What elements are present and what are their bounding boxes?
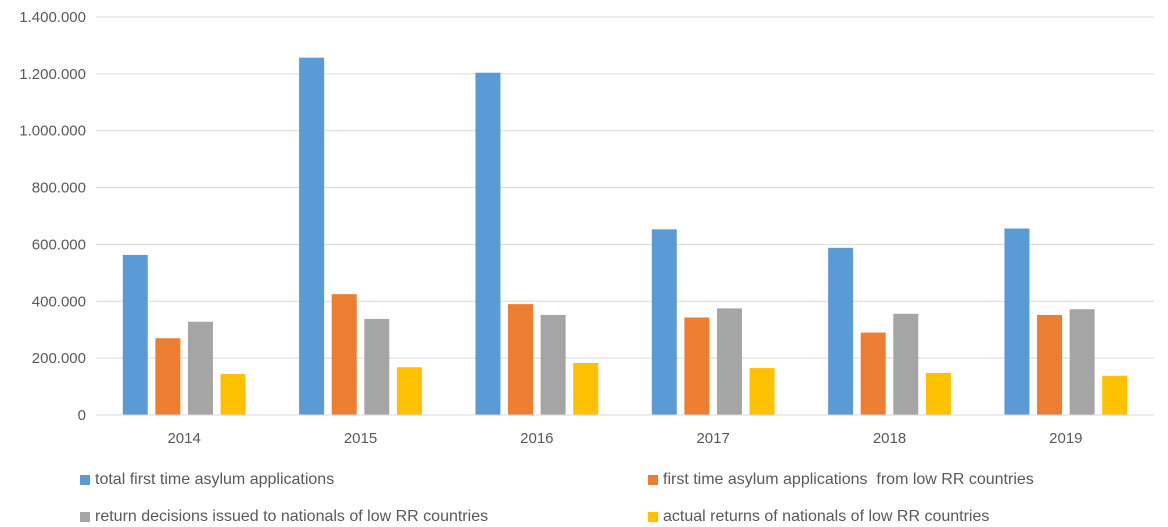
bar-2016-series-1 (475, 72, 501, 415)
bar-2019-series-3 (1069, 309, 1095, 415)
bar-2019-series-4 (1102, 375, 1128, 415)
bar-2019-series-1 (1004, 228, 1030, 415)
bar-2015-series-4 (396, 367, 422, 415)
bar-2015-series-3 (364, 318, 390, 415)
bar-2019-series-2 (1037, 314, 1063, 415)
y-tick-label: 400.000 (32, 293, 86, 310)
y-tick-label: 0 (78, 407, 86, 424)
bar-2018-series-3 (893, 313, 919, 415)
gridlines (96, 16, 1154, 359)
bar-2014-series-2 (155, 338, 181, 415)
y-axis-labels: 0 200.000 400.000 600.000 800.000 1.000.000 1.… (19, 9, 86, 424)
x-tick-label: 2019 (1049, 430, 1082, 447)
y-tick-label: 800.000 (32, 180, 86, 197)
x-axis: 2014 2015 2016 2017 2018 2019 (96, 414, 1154, 447)
bar-2016-series-2 (508, 304, 534, 415)
y-tick-label: 200.000 (32, 350, 86, 367)
y-tick-label: 600.000 (32, 236, 86, 253)
bar-2017-series-2 (684, 317, 710, 415)
bar-2017-series-3 (716, 308, 742, 415)
bar-2018-series-4 (925, 372, 951, 415)
bar-2014-series-3 (187, 321, 213, 415)
bar-2017-series-1 (651, 229, 677, 415)
bar-2017-series-4 (749, 368, 775, 415)
bar-2014-series-4 (220, 374, 246, 415)
bar-2016-series-3 (540, 314, 566, 415)
bar-2015-series-1 (299, 57, 325, 415)
x-tick-label: 2018 (873, 430, 906, 447)
x-tick-label: 2015 (344, 430, 377, 447)
y-tick-label: 1.000.000 (19, 123, 86, 140)
bar-2016-series-4 (573, 362, 599, 415)
bar-2014-series-1 (122, 254, 148, 415)
x-tick-label: 2017 (696, 430, 729, 447)
y-tick-label: 1.400.000 (19, 9, 86, 26)
bar-2018-series-1 (828, 247, 854, 415)
bar-2018-series-2 (860, 332, 886, 415)
x-tick-label: 2016 (520, 430, 553, 447)
bars (122, 57, 1128, 415)
y-tick-label: 1.200.000 (19, 66, 86, 83)
bar-2015-series-2 (331, 294, 357, 415)
x-tick-label: 2014 (167, 430, 200, 447)
